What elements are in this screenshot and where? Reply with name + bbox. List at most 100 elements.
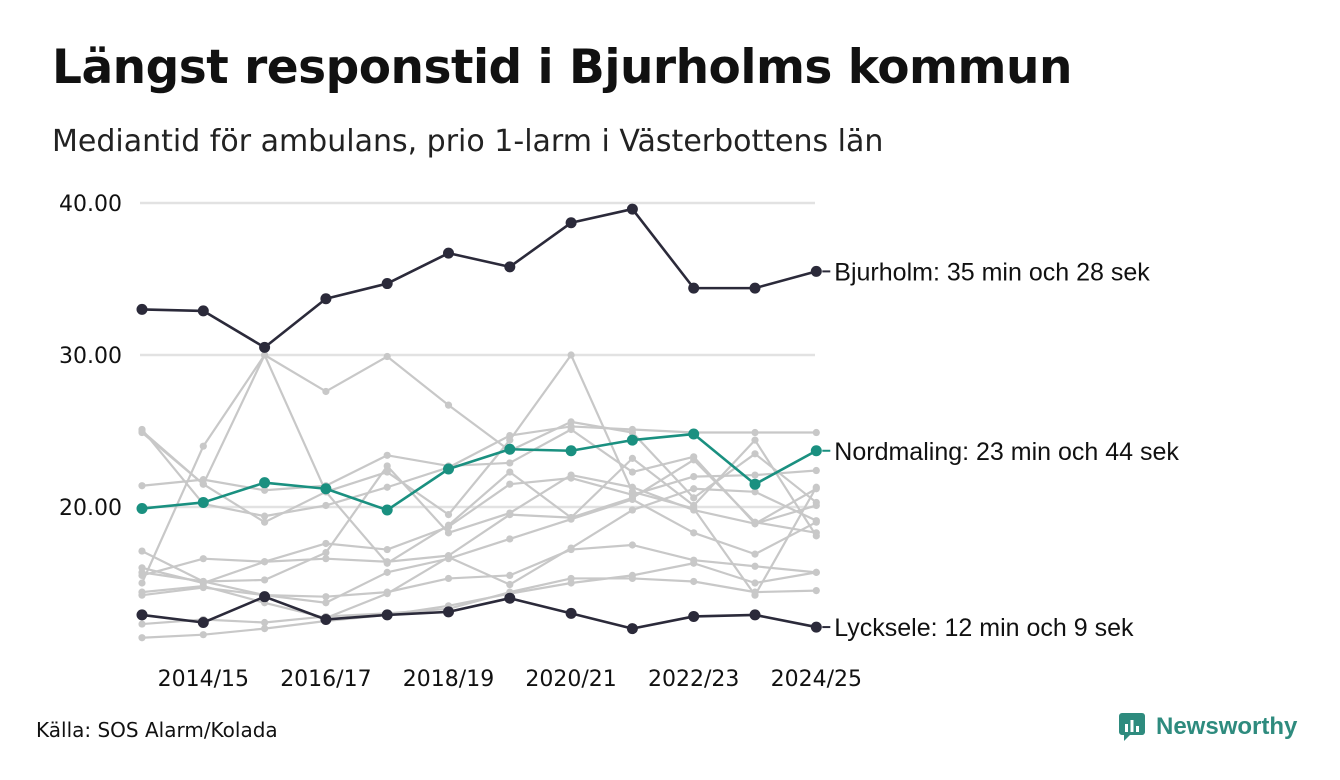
background-series-point [751,588,759,596]
brand-name: Newsworthy [1156,713,1298,740]
background-series-point [444,574,453,583]
y-tick-label: 40.00 [59,192,122,217]
background-series-line [141,458,817,577]
nordmaling-series-point [688,428,700,440]
background-series-point [138,428,146,437]
bjurholm-series-point [259,341,271,353]
background-series-point [567,425,575,434]
background-series-point [444,553,453,561]
nordmaling-series-point [381,504,393,516]
background-series-point [567,474,575,482]
background-series-point [751,518,759,526]
background-series-point [138,579,146,587]
background-series-point [199,442,207,450]
background-series-point [690,559,698,567]
bjurholm-series-point [565,217,577,229]
background-series-point [322,539,330,548]
bjurholm-series-point [626,203,638,215]
background-series-point [199,480,207,488]
background-series-point [751,428,759,437]
background-series-point [138,547,146,555]
background-series-point [690,577,698,586]
bjurholm-series-label: Bjurholm: 35 min och 28 sek [834,258,1150,286]
background-series-point [261,512,269,520]
background-series-point [322,501,330,510]
background-series-point [261,351,269,359]
background-series-point [812,568,820,576]
chart-subtitle: Mediantid för ambulans, prio 1-larm i Vä… [52,124,884,159]
background-series-point [261,518,269,526]
bjurholm-series-point [136,303,148,315]
brand-logo[interactable]: Newsworthy [1118,712,1297,742]
background-series-point [690,529,698,537]
background-series-point [138,568,146,576]
lycksele-series-point [810,621,822,633]
background-series-point [812,501,820,510]
background-series-point [383,451,391,459]
background-series-line [141,469,817,585]
lycksele-series-point [688,610,700,622]
x-tick-label: 2014/15 [158,667,249,692]
lycksele-series-point [320,613,332,625]
background-series-point [628,483,637,491]
lycksele-series-point [259,591,271,603]
background-series-line [141,562,817,639]
newsworthy-icon [1119,713,1145,741]
background-series-point [506,480,514,488]
background-series-point [628,571,637,580]
background-series-line [141,428,817,525]
background-series-point [261,486,269,494]
x-tick-label: 2024/25 [771,667,862,692]
lycksele-series-label: Lycksele: 12 min och 9 sek [834,614,1134,642]
nordmaling-series-point [749,478,761,490]
bjurholm-series-point [688,282,700,294]
background-series-point [383,568,391,576]
nordmaling-series-point [259,477,271,489]
lycksele-series-point [381,609,393,621]
background-series-point [199,555,207,563]
background-series-point [199,582,207,590]
lycksele-series-line [141,595,817,630]
bjurholm-series-point [749,282,761,294]
y-tick-label: 30.00 [59,344,122,369]
nordmaling-series-point [320,483,332,495]
background-series-point [690,485,698,493]
background-series-point [751,488,759,496]
background-series-point [138,588,146,596]
background-series-line [141,425,817,518]
lycksele-series-point [504,592,516,604]
bjurholm-series-point [443,247,454,259]
background-series-point [506,468,514,476]
nordmaling-series-point [626,434,638,446]
background-series-point [261,618,269,627]
background-series-point [567,351,575,359]
background-series-point [812,587,820,595]
background-series-point [812,428,820,437]
background-series-point [628,454,637,462]
nordmaling-series-point [136,503,148,515]
nordmaling-series-point [197,496,209,508]
background-series-point [506,571,514,580]
background-series-point [383,590,391,598]
background-series-line [141,543,817,598]
background-series-point [138,482,146,490]
background-series-point [628,425,637,434]
bjurholm-series-line [141,207,817,349]
background-series-point [506,510,514,519]
bjurholm-series-point [320,293,332,305]
background-series-point [444,523,453,531]
background-series-point [812,517,820,525]
nordmaling-series-line [141,432,817,512]
background-series-point [690,473,698,481]
background-series-point [812,485,820,493]
background-series-point [383,483,391,491]
nordmaling-series-point [565,445,577,457]
background-series-point [506,580,514,589]
background-series-point [751,471,759,479]
background-series-point [628,468,637,476]
nordmaling-series-label: Nordmaling: 23 min och 44 sek [834,438,1179,466]
chart-title: Längst responstid i Bjurholms kommun [52,40,1072,95]
background-series-point [567,544,575,552]
background-series-point [322,593,330,601]
lycksele-series-point [749,609,761,621]
